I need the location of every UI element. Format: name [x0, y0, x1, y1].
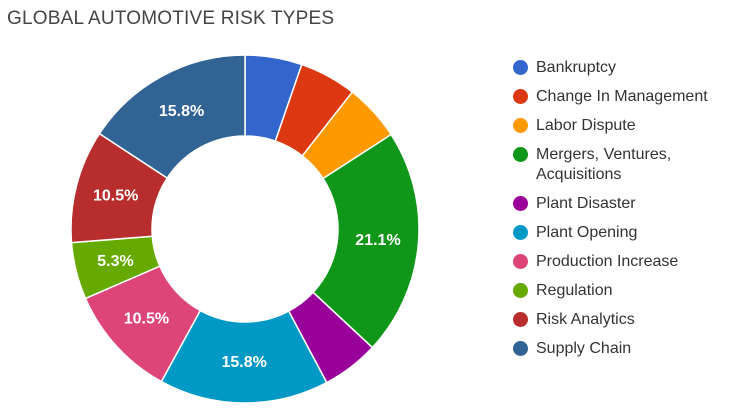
legend-swatch: [513, 89, 528, 104]
legend-item-plant-opening[interactable]: Plant Opening: [513, 223, 738, 243]
legend-swatch: [513, 225, 528, 240]
legend-label: Plant Opening: [536, 224, 638, 241]
legend-swatch: [513, 254, 528, 269]
legend-item-plant-disaster[interactable]: Plant Disaster: [513, 194, 738, 214]
legend-item-bankruptcy[interactable]: Bankruptcy: [513, 58, 738, 78]
legend-item-change-in-management[interactable]: Change In Management: [513, 87, 738, 107]
legend-item-production-increase[interactable]: Production Increase: [513, 252, 738, 272]
chart-title: GLOBAL AUTOMOTIVE RISK TYPES: [7, 8, 335, 29]
legend-label: Change In Management: [536, 88, 708, 105]
legend-item-labor-dispute[interactable]: Labor Dispute: [513, 116, 738, 136]
data-label-risk-analytics: 10.5%: [93, 187, 138, 204]
chart-legend: Bankruptcy Change In Management Labor Disp…: [513, 58, 738, 368]
legend-swatch: [513, 341, 528, 356]
legend-label: Production Increase: [536, 253, 679, 270]
legend-item-supply-chain[interactable]: Supply Chain: [513, 339, 738, 359]
legend-swatch: [513, 283, 528, 298]
legend-swatch: [513, 118, 528, 133]
legend-label: Mergers, Ventures, Acquisitions: [536, 146, 672, 183]
legend-swatch: [513, 196, 528, 211]
legend-label: Risk Analytics: [536, 311, 635, 328]
legend-item-mergers-ventures-acquisitions[interactable]: Mergers, Ventures, Acquisitions: [513, 145, 738, 185]
data-label-regulation: 5.3%: [97, 253, 133, 270]
data-label-production-increase: 10.5%: [124, 311, 169, 328]
legend-label: Bankruptcy: [536, 59, 617, 76]
legend-label: Regulation: [536, 282, 613, 299]
legend-label: Supply Chain: [536, 340, 632, 357]
legend-swatch: [513, 60, 528, 75]
legend-item-regulation[interactable]: Regulation: [513, 281, 738, 301]
data-label-supply-chain: 15.8%: [159, 103, 204, 120]
legend-swatch: [513, 312, 528, 327]
slice-supply-chain[interactable]: [98, 54, 246, 180]
donut-chart: 21.1% 15.8% 10.5% 5.3% 10.5% 15.8%: [70, 54, 420, 404]
legend-swatch: [513, 147, 528, 162]
data-label-plant-opening: 15.8%: [221, 354, 266, 371]
legend-item-risk-analytics[interactable]: Risk Analytics: [513, 310, 738, 330]
slice-mergers-ventures-acquisitions[interactable]: [312, 133, 420, 349]
legend-label: Labor Dispute: [536, 117, 636, 134]
legend-label: Plant Disaster: [536, 195, 636, 212]
data-label-mergers-ventures-acquisitions: 21.1%: [355, 232, 400, 249]
